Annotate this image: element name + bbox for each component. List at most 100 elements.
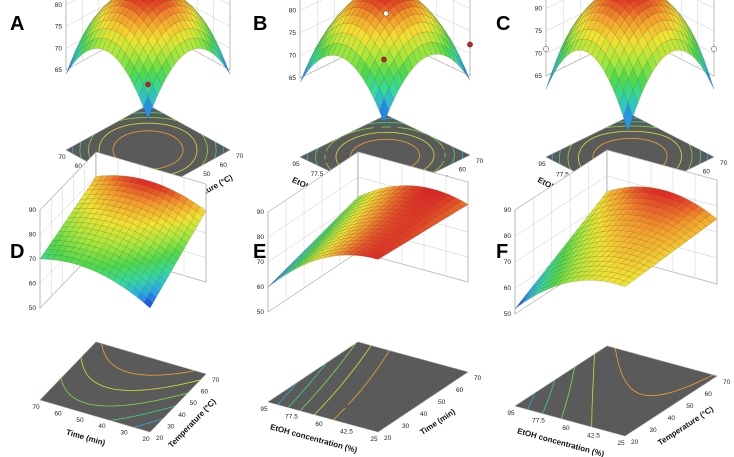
floor-contour xyxy=(631,388,634,391)
design-point xyxy=(711,46,717,52)
floor-contour xyxy=(352,131,356,133)
floor-contour xyxy=(617,361,619,364)
surface-cell xyxy=(140,0,146,2)
floor-contour xyxy=(112,146,114,149)
floor-contour xyxy=(336,151,338,154)
floor-contour xyxy=(641,138,645,140)
floor-contour xyxy=(440,164,442,167)
x-tick-label: 60 xyxy=(75,163,83,170)
floor-contour xyxy=(385,353,388,357)
floor-contour xyxy=(665,160,667,163)
floor-contour xyxy=(299,408,302,412)
floor-contour xyxy=(321,366,325,369)
floor-contour xyxy=(306,402,309,405)
x-tick-label: 25 xyxy=(617,440,625,447)
floor-contour xyxy=(528,405,530,408)
floor-contour xyxy=(84,370,86,372)
floor-contour xyxy=(316,374,318,376)
floor-contour xyxy=(426,165,429,168)
floor-contour xyxy=(641,394,645,396)
floor-contour xyxy=(647,139,651,142)
floor-contour xyxy=(102,349,105,352)
floor-contour xyxy=(338,136,342,139)
floor-contour xyxy=(188,163,191,167)
floor-contour xyxy=(562,410,565,413)
floor-contour xyxy=(689,164,691,167)
floor-contour xyxy=(599,134,603,136)
floor-plane xyxy=(514,345,718,437)
floor-contour xyxy=(356,145,359,148)
surface-cell xyxy=(623,102,633,132)
surface-cell xyxy=(371,254,384,260)
y-tick-label: 70 xyxy=(720,160,728,167)
floor-contour xyxy=(333,417,336,421)
floor-contour xyxy=(429,163,432,165)
floor-contour xyxy=(602,133,606,135)
floor-contour xyxy=(83,402,87,404)
floor-contour xyxy=(432,160,434,162)
panel-letter: B xyxy=(253,13,267,35)
floor-contour xyxy=(567,394,569,398)
y-tick-label: 40 xyxy=(420,411,428,418)
floor-contour xyxy=(568,149,570,152)
x-tick-label: 77.5 xyxy=(311,171,324,178)
floor-contour xyxy=(360,143,364,145)
x-tick-label: 70 xyxy=(32,404,40,411)
floor-contour xyxy=(440,144,443,147)
floor-contour xyxy=(193,157,196,160)
floor-contour xyxy=(126,416,130,419)
floor-contour xyxy=(179,156,182,159)
floor-contour xyxy=(442,147,445,149)
floor-contour xyxy=(629,386,632,389)
z-tick-label: 80 xyxy=(257,234,265,241)
floor-contour xyxy=(533,394,535,397)
y-tick-label: 40 xyxy=(178,412,186,419)
floor-contour xyxy=(366,350,368,352)
floor-contour xyxy=(601,143,604,146)
floor-contour xyxy=(562,412,564,415)
floor-contour xyxy=(334,390,337,393)
wall-gridline xyxy=(267,151,469,213)
floor-contour xyxy=(690,162,692,165)
design-point xyxy=(467,41,473,48)
z-tick-label: 50 xyxy=(29,305,37,312)
floor-contour xyxy=(617,359,619,362)
floor-contour xyxy=(351,370,354,373)
floor-contour xyxy=(415,162,417,164)
floor-contour xyxy=(570,144,573,147)
floor-contour xyxy=(595,135,598,138)
floor-contour xyxy=(315,411,318,414)
floor-contour xyxy=(346,353,349,357)
floor-contour xyxy=(350,348,353,351)
floor-contour xyxy=(341,409,344,412)
floor-contour xyxy=(628,385,631,388)
floor-contour xyxy=(171,405,176,408)
floor-contour xyxy=(432,158,434,161)
floor-contour xyxy=(157,167,161,169)
floor-contour xyxy=(309,381,312,384)
floor-contour xyxy=(179,383,183,386)
design-point xyxy=(145,81,151,88)
floor-contour xyxy=(164,397,168,400)
floor-contour xyxy=(292,385,295,388)
floor-contour xyxy=(421,139,425,142)
floor-contour xyxy=(292,400,295,403)
floor-contour xyxy=(326,164,329,166)
floor-contour xyxy=(135,373,139,375)
floor-contour xyxy=(672,139,675,142)
z-tick-label: 50 xyxy=(504,311,512,318)
floor-contour xyxy=(337,148,340,151)
floor-contour xyxy=(436,140,439,143)
floor-contour xyxy=(686,385,691,388)
floor-contour xyxy=(75,398,78,400)
floor-contour xyxy=(435,139,438,142)
floor-contour xyxy=(80,155,82,158)
floor-contour xyxy=(319,369,322,372)
floor-contour xyxy=(151,410,156,413)
floor-contour xyxy=(354,343,356,346)
floor-contour xyxy=(527,407,529,410)
floor-contour xyxy=(310,396,313,400)
floor-contour xyxy=(69,394,72,397)
floor-contour xyxy=(320,368,323,371)
wall-gridline xyxy=(39,151,207,211)
